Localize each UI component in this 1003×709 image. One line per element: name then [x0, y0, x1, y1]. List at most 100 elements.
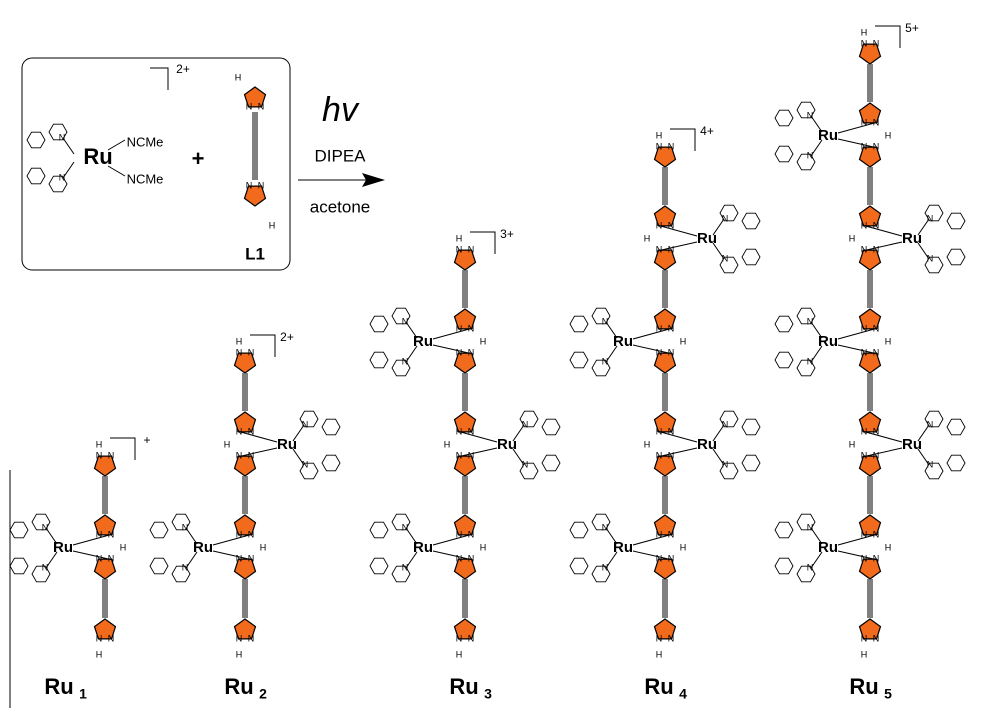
- bond: [457, 431, 497, 442]
- pyridine: [370, 352, 388, 368]
- atom-h: H: [236, 336, 243, 346]
- charge: 2+: [280, 330, 294, 344]
- pyridine: [775, 316, 793, 332]
- atom-h: H: [861, 27, 868, 37]
- product-sub: 2: [259, 686, 267, 702]
- atom-h: H: [96, 649, 103, 659]
- atom-n: N: [656, 347, 663, 357]
- bond: [862, 448, 902, 457]
- atom-n: N: [656, 244, 663, 254]
- base: DIPEA: [314, 146, 366, 165]
- bond: [657, 448, 697, 457]
- atom-h: H: [849, 439, 856, 449]
- atom-h: H: [680, 542, 687, 552]
- product-name: Ru: [849, 674, 878, 699]
- bond: [657, 225, 697, 236]
- pyridine: [570, 558, 588, 574]
- atom-n: N: [668, 553, 675, 563]
- atom-n: N: [96, 633, 103, 643]
- scheme: hv DIPEA acetone Ru NCMe NCMe 2+ + L1 NN…: [0, 0, 1003, 709]
- reactant-box: [22, 58, 290, 270]
- atom-h: H: [644, 233, 651, 243]
- atom-h: H: [269, 220, 276, 230]
- atom-n: N: [807, 356, 814, 366]
- atom-h: H: [120, 542, 127, 552]
- bond: [457, 448, 497, 457]
- atom-n: N: [668, 347, 675, 357]
- atom-n: N: [873, 244, 880, 254]
- atom-n: N: [302, 459, 309, 469]
- atom-n: N: [602, 316, 609, 326]
- atom-n: N: [468, 347, 475, 357]
- atom-n: N: [873, 347, 880, 357]
- bond: [862, 225, 902, 236]
- atom-n: N: [402, 356, 409, 366]
- charge: 5+: [905, 21, 919, 35]
- atom-n: N: [456, 553, 463, 563]
- charge: +: [143, 433, 150, 447]
- bracket: [150, 68, 168, 90]
- atom-n: N: [108, 553, 115, 563]
- charge: 4+: [700, 124, 714, 138]
- pyridine: [150, 522, 168, 538]
- bond: [862, 242, 902, 251]
- atom-h: H: [885, 336, 892, 346]
- bond: [838, 534, 878, 545]
- pyridine: [322, 419, 340, 435]
- atom-n: N: [656, 450, 663, 460]
- solvent: acetone: [310, 197, 371, 216]
- atom-n: N: [59, 132, 66, 142]
- atom-h: H: [656, 649, 663, 659]
- atom-n: N: [722, 213, 729, 223]
- pyridine: [775, 110, 793, 126]
- atom-n: N: [59, 172, 66, 182]
- atom-n: N: [807, 316, 814, 326]
- atom-n: N: [248, 450, 255, 460]
- pyridine: [742, 213, 760, 229]
- bond: [633, 328, 673, 339]
- pyridine: [10, 522, 28, 538]
- atom-h: H: [456, 649, 463, 659]
- atom-n: N: [656, 141, 663, 151]
- bond: [73, 534, 113, 545]
- atom-n: N: [927, 213, 934, 223]
- atom-n: N: [722, 459, 729, 469]
- ligand-ncme: NCMe: [127, 134, 164, 149]
- atom-n: N: [668, 244, 675, 254]
- atom-n: N: [861, 141, 868, 151]
- atom-h: H: [235, 72, 242, 82]
- atom-n: N: [861, 244, 868, 254]
- pyridine: [370, 316, 388, 332]
- atom-n: N: [402, 522, 409, 532]
- atom-n: N: [861, 38, 868, 48]
- atom-n: N: [456, 347, 463, 357]
- pyridine: [150, 558, 168, 574]
- bond: [237, 448, 277, 457]
- bond: [213, 534, 253, 545]
- bond: [838, 328, 878, 339]
- pyridine: [947, 419, 965, 435]
- atom-n: N: [302, 419, 309, 429]
- pyridine: [542, 419, 560, 435]
- atom-n: N: [108, 633, 115, 643]
- atom-n: N: [248, 633, 255, 643]
- bond: [838, 122, 878, 133]
- metal: Ru: [83, 144, 112, 169]
- atom-h: H: [885, 130, 892, 140]
- bond: [433, 534, 473, 545]
- atom-n: N: [807, 562, 814, 572]
- atom-n: N: [182, 562, 189, 572]
- atom-n: N: [722, 419, 729, 429]
- atom-n: N: [873, 141, 880, 151]
- ligand-label: L1: [245, 244, 265, 263]
- atom-h: H: [480, 336, 487, 346]
- bond: [657, 242, 697, 251]
- atom-n: N: [861, 450, 868, 460]
- pyridine: [370, 558, 388, 574]
- pyridine: [947, 455, 965, 471]
- atom-n: N: [927, 253, 934, 263]
- atom-n: N: [602, 562, 609, 572]
- atom-n: N: [236, 347, 243, 357]
- atom-n: N: [42, 522, 49, 532]
- atom-n: N: [807, 522, 814, 532]
